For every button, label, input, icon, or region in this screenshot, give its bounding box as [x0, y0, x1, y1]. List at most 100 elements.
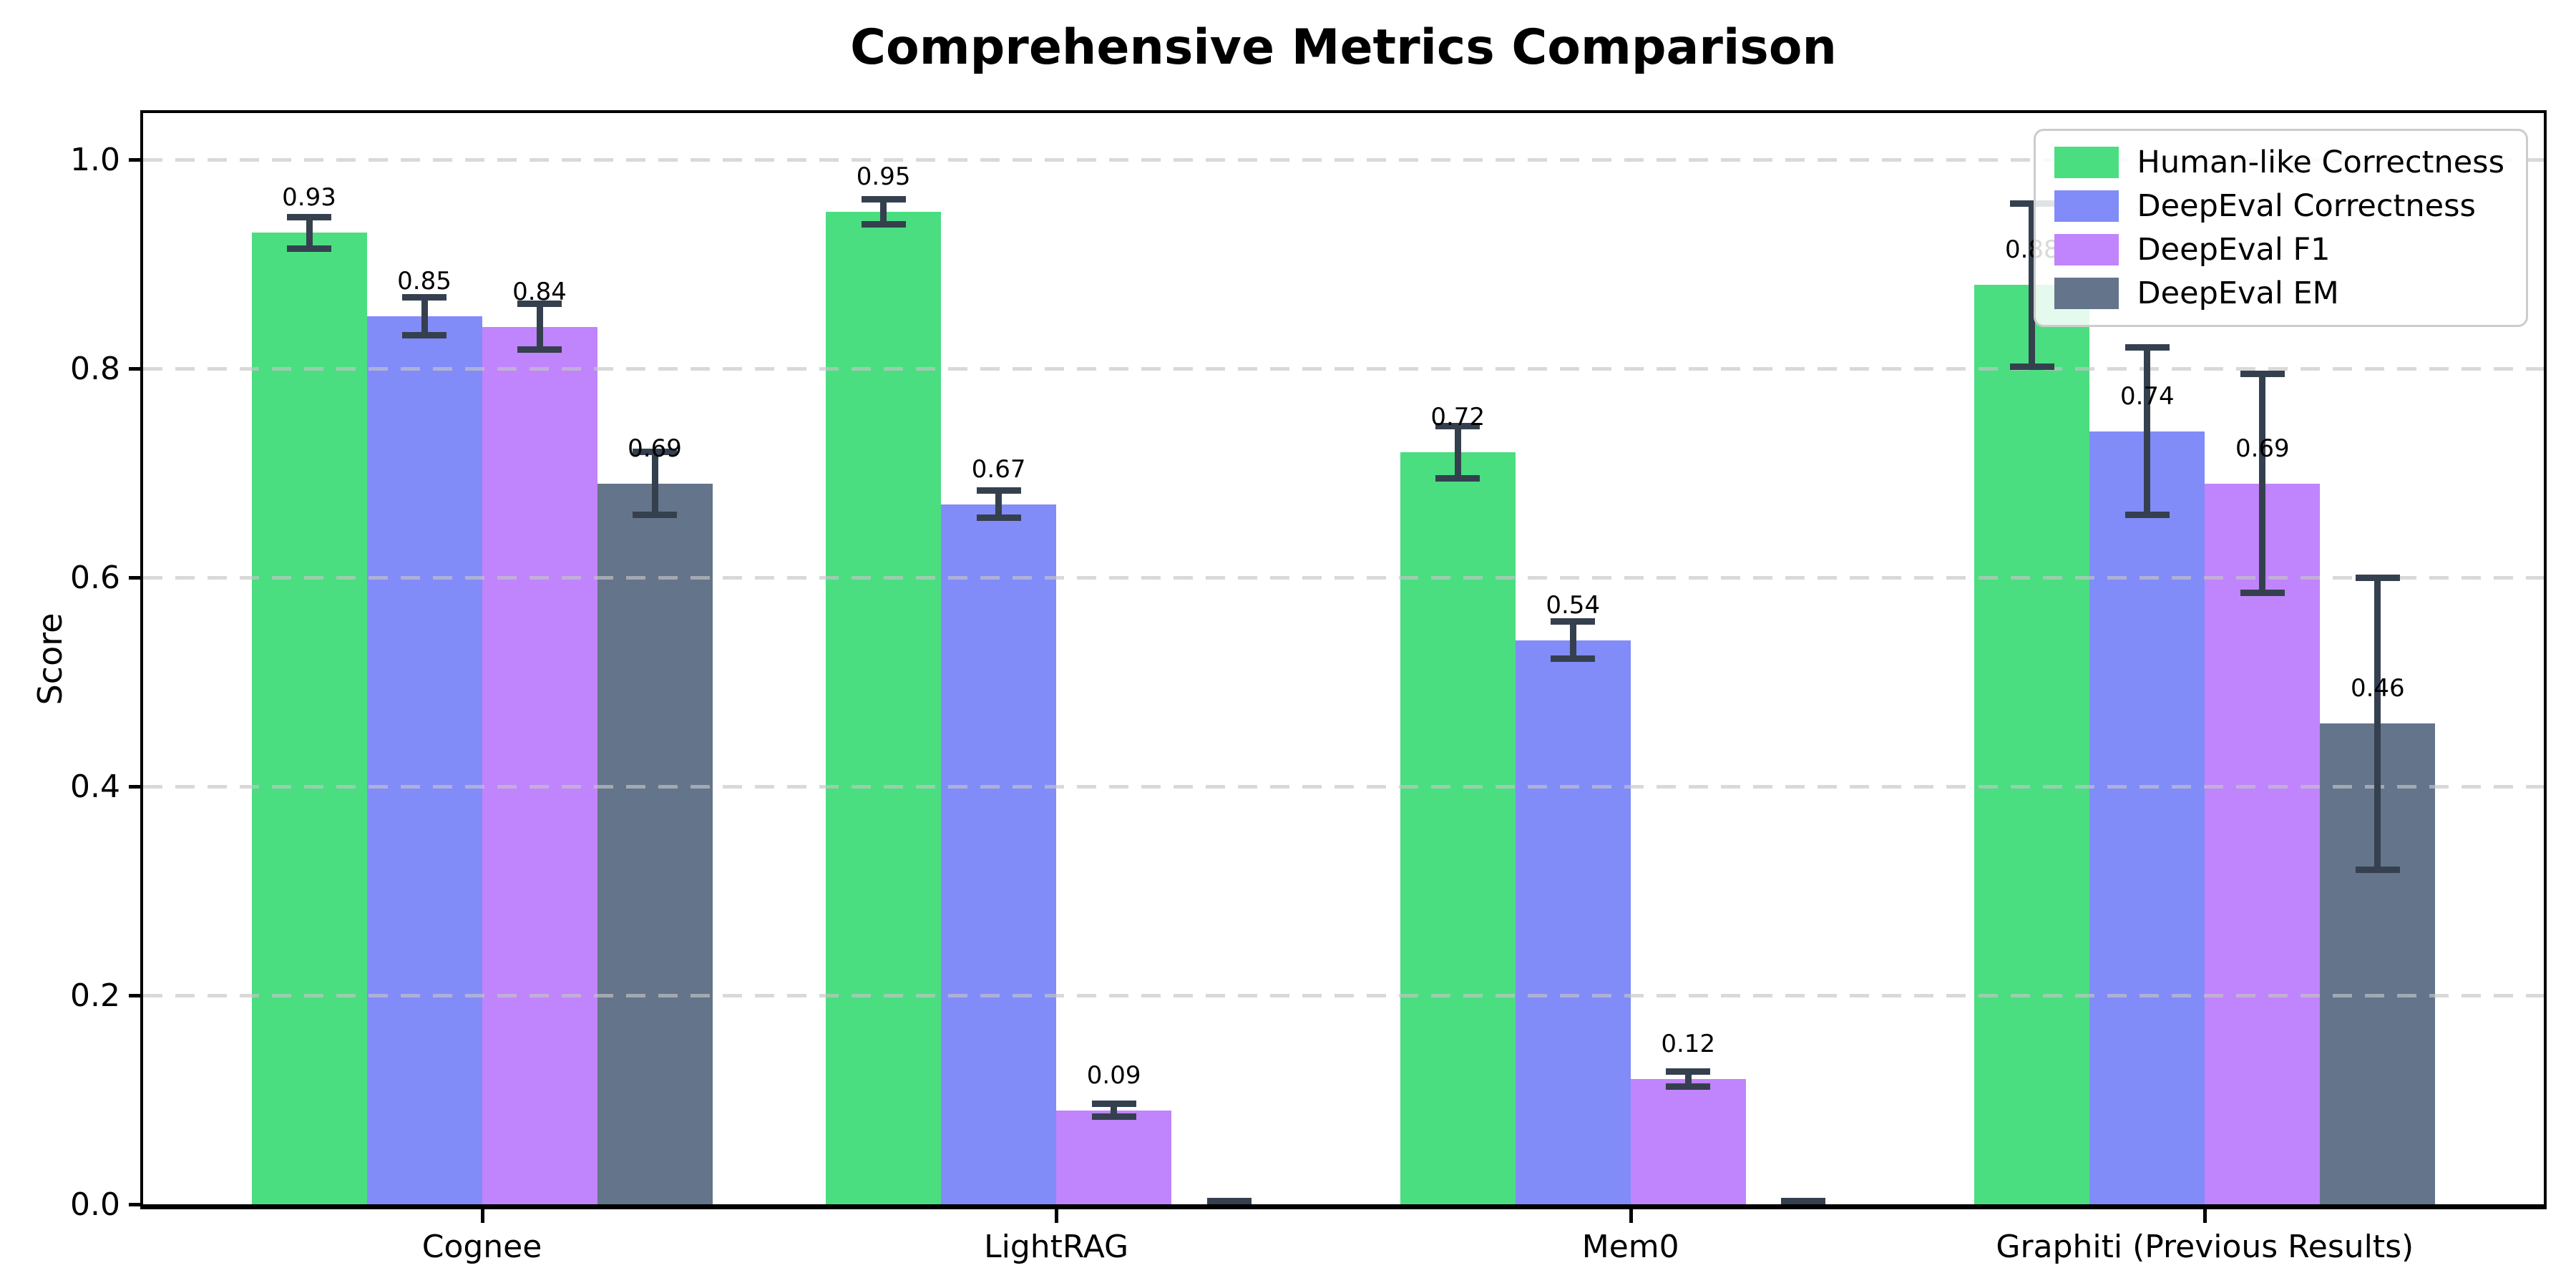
legend-swatch-icon	[2054, 147, 2119, 178]
error-bar-cap	[633, 511, 678, 518]
legend-label: Human-like Correctness	[2137, 144, 2504, 180]
x-tick-label-1: LightRAG	[984, 1229, 1129, 1265]
gridline-y-1	[143, 158, 2544, 162]
legend-label: DeepEval Correctness	[2137, 187, 2476, 224]
right-spine	[2544, 113, 2547, 1204]
error-bar	[536, 303, 543, 350]
error-bar-cap	[2240, 370, 2285, 377]
error-bar-cap	[1781, 1198, 1826, 1205]
error-bar-cap	[517, 300, 562, 307]
error-bar-cap	[976, 514, 1021, 522]
top-spine	[140, 110, 2547, 113]
legend: Human-like Correctness DeepEval Correctne…	[2033, 129, 2528, 327]
y-tick-label: 0.2	[70, 977, 120, 1014]
y-axis-label: Score	[31, 613, 69, 705]
error-bar-cap	[861, 221, 906, 228]
bar-value-label: 0.69	[2235, 434, 2290, 463]
error-bar-cap	[633, 449, 678, 456]
error-bar-cap	[2009, 363, 2054, 370]
legend-swatch-icon	[2054, 234, 2119, 265]
error-bar	[306, 217, 313, 249]
y-tick	[129, 785, 143, 789]
bottom-spine	[140, 1204, 2547, 1209]
bar-human-like-correctness-3	[1974, 285, 2090, 1204]
error-bar-cap	[2355, 867, 2400, 874]
y-tick	[129, 158, 143, 162]
legend-item-2: DeepEval F1	[2054, 234, 2504, 265]
bar-human-like-correctness-0	[251, 233, 367, 1204]
x-tick	[480, 1207, 484, 1223]
bar-deepeval-em-0	[597, 483, 713, 1204]
error-bar-cap	[1206, 1198, 1252, 1205]
error-bar	[421, 297, 428, 336]
left-spine	[140, 113, 143, 1204]
error-bar-cap	[1666, 1068, 1711, 1075]
legend-swatch-icon	[2054, 190, 2119, 222]
error-bar	[1684, 1071, 1692, 1087]
bar-deepeval-f1-0	[482, 326, 597, 1204]
y-tick-label: 0.6	[70, 560, 120, 596]
x-tick	[2203, 1207, 2207, 1223]
error-bar-cap	[1435, 474, 1480, 482]
error-bar	[2259, 374, 2266, 593]
error-bar-cap	[2009, 200, 2054, 207]
x-tick-label-0: Cognee	[421, 1229, 542, 1265]
y-tick-label: 0.8	[70, 351, 120, 387]
error-bar-cap	[1091, 1113, 1136, 1120]
error-bar-cap	[1666, 1083, 1711, 1090]
error-bar	[1569, 621, 1576, 659]
error-bar-cap	[1091, 1101, 1136, 1108]
error-bar	[1454, 426, 1461, 479]
bar-deepeval-correctness-1	[941, 504, 1057, 1204]
legend-item-1: DeepEval Correctness	[2054, 190, 2504, 222]
error-bar-cap	[287, 213, 332, 220]
bar-deepeval-f1-3	[2205, 483, 2321, 1204]
bar-human-like-correctness-1	[826, 212, 942, 1204]
error-bar-cap	[2124, 344, 2170, 351]
error-bar-cap	[861, 195, 906, 203]
x-tick	[1055, 1207, 1059, 1223]
gridline-y-0.4	[143, 785, 2544, 789]
bar-value-label: 0.67	[971, 454, 1026, 484]
bar-value-label: 0.93	[282, 183, 336, 213]
bar-deepeval-f1-1	[1056, 1110, 1172, 1204]
y-tick	[129, 994, 143, 997]
gridline-y-0.2	[143, 994, 2544, 997]
bar-deepeval-correctness-3	[2089, 431, 2205, 1204]
error-bar	[2374, 577, 2381, 870]
error-bar-cap	[2240, 590, 2285, 597]
bar-value-label: 0.72	[1430, 402, 1485, 431]
bar-value-label: 0.74	[2119, 381, 2175, 411]
bar-value-label: 0.84	[512, 277, 567, 306]
bar-value-label: 0.85	[397, 267, 452, 296]
error-bar-cap	[1435, 422, 1480, 429]
error-bar	[2144, 347, 2151, 515]
error-bar-cap	[517, 346, 562, 353]
gridline-y-0.8	[143, 367, 2544, 371]
y-tick	[129, 367, 143, 371]
y-tick-label: 0.0	[70, 1186, 120, 1223]
bar-value-label: 0.12	[1661, 1029, 1716, 1058]
bar-deepeval-correctness-0	[366, 316, 482, 1204]
chart-title: Comprehensive Metrics Comparison	[850, 19, 1837, 76]
error-bar-cap	[287, 245, 332, 252]
error-bar-cap	[976, 487, 1021, 494]
y-tick-label: 1.0	[70, 142, 120, 178]
y-tick	[129, 576, 143, 580]
legend-item-0: Human-like Correctness	[2054, 147, 2504, 178]
error-bar	[880, 199, 887, 225]
y-tick-label: 0.4	[70, 769, 120, 805]
x-tick-label-3: Graphiti (Previous Results)	[1996, 1229, 2414, 1265]
gridline-y-0.6	[143, 576, 2544, 580]
error-bar-cap	[2124, 511, 2170, 518]
bar-deepeval-f1-2	[1630, 1078, 1746, 1204]
bar-value-label: 0.54	[1546, 590, 1601, 620]
error-bar	[651, 452, 658, 515]
error-bar	[995, 490, 1002, 518]
error-bar	[2029, 203, 2036, 367]
legend-item-3: DeepEval EM	[2054, 278, 2504, 309]
error-bar-cap	[1551, 655, 1596, 663]
x-tick	[1629, 1207, 1633, 1223]
x-tick-label-2: Mem0	[1581, 1229, 1679, 1265]
